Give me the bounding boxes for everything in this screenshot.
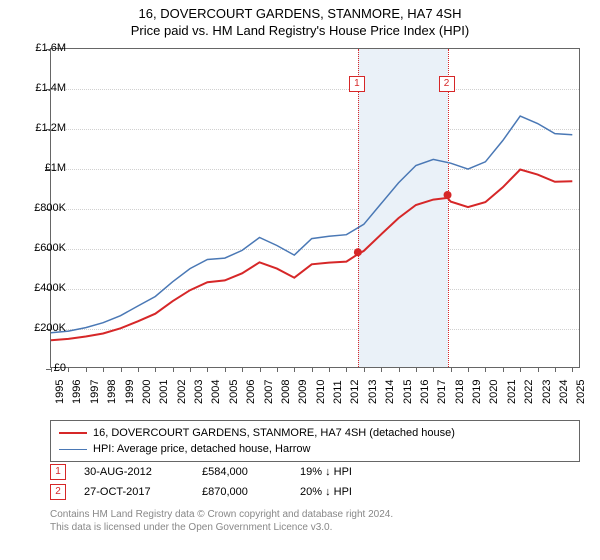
title-address: 16, DOVERCOURT GARDENS, STANMORE, HA7 4S…	[0, 6, 600, 21]
sale-marker-icon: 1	[349, 76, 365, 92]
footer-line1: Contains HM Land Registry data © Crown c…	[50, 508, 580, 521]
x-axis-label: 2023	[541, 380, 553, 404]
chart-container: 16, DOVERCOURT GARDENS, STANMORE, HA7 4S…	[0, 0, 600, 560]
x-axis-label: 2013	[367, 380, 379, 404]
y-axis-label: £600K	[34, 242, 66, 254]
x-axis-label: 2001	[158, 380, 170, 404]
footer-line2: This data is licensed under the Open Gov…	[50, 521, 580, 534]
x-axis-label: 2021	[506, 380, 518, 404]
x-axis-label: 2020	[488, 380, 500, 404]
y-axis-label: £800K	[34, 202, 66, 214]
sale-date: 27-OCT-2017	[84, 486, 184, 498]
x-axis-label: 2022	[523, 380, 535, 404]
sale-row: 2 27-OCT-2017 £870,000 20% ↓ HPI	[50, 482, 580, 502]
legend: 16, DOVERCOURT GARDENS, STANMORE, HA7 4S…	[50, 420, 580, 462]
x-axis-label: 2009	[297, 380, 309, 404]
sale-date: 30-AUG-2012	[84, 466, 184, 478]
x-axis-label: 2006	[245, 380, 257, 404]
line-plot	[51, 49, 579, 367]
x-axis-label: 1997	[89, 380, 101, 404]
x-axis-label: 2018	[454, 380, 466, 404]
chart-title: 16, DOVERCOURT GARDENS, STANMORE, HA7 4S…	[0, 0, 600, 40]
sale-marker-icon: 1	[50, 464, 66, 480]
series-hpi	[51, 116, 572, 333]
legend-item-property: 16, DOVERCOURT GARDENS, STANMORE, HA7 4S…	[59, 425, 571, 441]
y-axis-label: £400K	[34, 282, 66, 294]
x-axis-label: 2003	[193, 380, 205, 404]
sale-row: 1 30-AUG-2012 £584,000 19% ↓ HPI	[50, 462, 580, 482]
x-axis-label: 2019	[471, 380, 483, 404]
x-axis-label: 2004	[210, 380, 222, 404]
legend-label: 16, DOVERCOURT GARDENS, STANMORE, HA7 4S…	[93, 427, 455, 439]
sales-table: 1 30-AUG-2012 £584,000 19% ↓ HPI 2 27-OC…	[50, 462, 580, 502]
attribution-footer: Contains HM Land Registry data © Crown c…	[50, 508, 580, 534]
x-axis-label: 1999	[124, 380, 136, 404]
sale-point	[444, 191, 452, 199]
x-axis-label: 2007	[263, 380, 275, 404]
x-axis-label: 1998	[106, 380, 118, 404]
x-axis-label: 2000	[141, 380, 153, 404]
plot-area	[50, 48, 580, 368]
sale-marker-icon: 2	[50, 484, 66, 500]
title-subtitle: Price paid vs. HM Land Registry's House …	[0, 23, 600, 38]
x-axis-label: 2010	[315, 380, 327, 404]
y-axis-label: £1.6M	[35, 42, 66, 54]
sale-point	[354, 248, 362, 256]
x-axis-label: 2015	[402, 380, 414, 404]
y-axis-label: £0	[54, 362, 66, 374]
legend-label: HPI: Average price, detached house, Harr…	[93, 443, 310, 455]
sale-diff: 20% ↓ HPI	[300, 486, 400, 498]
x-axis-label: 2025	[575, 380, 587, 404]
x-axis-label: 2012	[349, 380, 361, 404]
sale-diff: 19% ↓ HPI	[300, 466, 400, 478]
sale-price: £584,000	[202, 466, 282, 478]
x-axis-label: 2008	[280, 380, 292, 404]
x-axis-label: 2014	[384, 380, 396, 404]
y-axis-label: £1M	[45, 162, 66, 174]
y-axis-label: £1.4M	[35, 82, 66, 94]
x-axis-label: 2011	[332, 380, 344, 404]
x-axis-label: 2016	[419, 380, 431, 404]
legend-swatch	[59, 432, 87, 434]
sale-price: £870,000	[202, 486, 282, 498]
sale-marker-icon: 2	[439, 76, 455, 92]
series-property	[51, 170, 572, 341]
y-axis-label: £200K	[34, 322, 66, 334]
legend-swatch	[59, 449, 87, 450]
x-axis-label: 2005	[228, 380, 240, 404]
x-axis-label: 2002	[176, 380, 188, 404]
x-axis-label: 2024	[558, 380, 570, 404]
x-axis-label: 2017	[436, 380, 448, 404]
x-axis-label: 1995	[54, 380, 66, 404]
x-axis-label: 1996	[71, 380, 83, 404]
legend-item-hpi: HPI: Average price, detached house, Harr…	[59, 441, 571, 457]
y-axis-label: £1.2M	[35, 122, 66, 134]
